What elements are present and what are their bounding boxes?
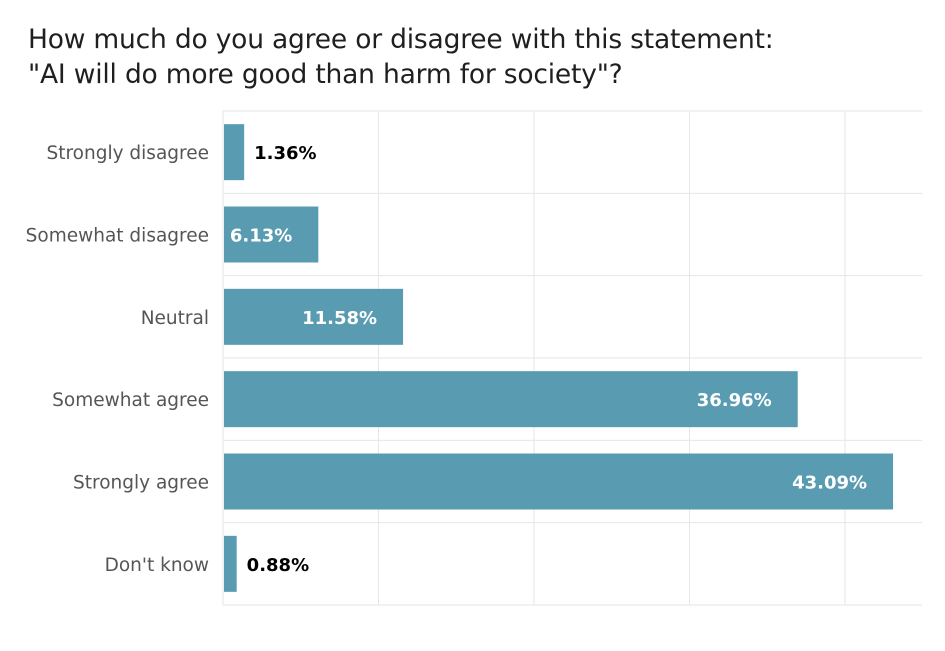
data-label: 11.58% <box>302 308 377 329</box>
bar <box>224 288 404 345</box>
data-label: 36.96% <box>697 390 772 411</box>
data-label: 0.88% <box>247 555 309 576</box>
chart-title-line-1: How much do you agree or disagree with t… <box>28 24 774 55</box>
bar <box>224 206 319 263</box>
category-label: Neutral <box>141 308 209 329</box>
category-label: Don't know <box>105 555 209 576</box>
data-label: 1.36% <box>254 143 316 164</box>
category-label: Somewhat disagree <box>26 226 209 247</box>
category-label: Strongly agree <box>73 473 209 494</box>
data-label: 6.13% <box>230 226 292 247</box>
bar <box>224 124 245 181</box>
data-label: 43.09% <box>792 473 867 494</box>
chart-title: How much do you agree or disagree with t… <box>28 22 928 92</box>
bar <box>224 371 798 428</box>
category-label: Somewhat agree <box>52 390 209 411</box>
chart-title-line-2: "AI will do more good than harm for soci… <box>28 59 623 90</box>
category-label: Strongly disagree <box>46 143 209 164</box>
bar <box>224 535 237 592</box>
bar <box>224 453 894 510</box>
